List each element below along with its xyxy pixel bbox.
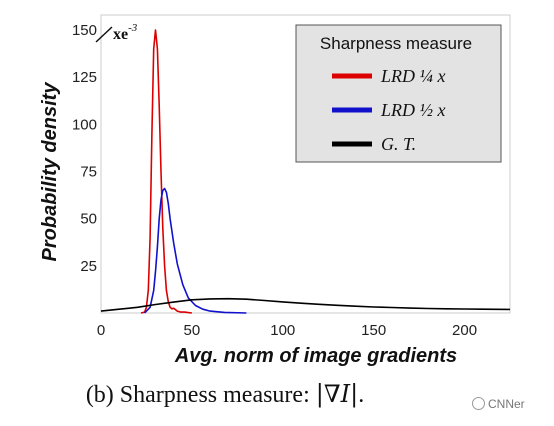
caption-abs-close: | xyxy=(350,380,359,408)
caption-abs-open: | xyxy=(315,380,324,408)
x-tick-label: 0 xyxy=(97,322,105,339)
y-tick-label: 125 xyxy=(72,69,97,86)
svg-text:xe-3: xe-3 xyxy=(113,22,138,43)
legend-label-3: G. T. xyxy=(381,134,416,154)
legend-title: Sharpness measure xyxy=(320,34,472,53)
y-tick-label: 75 xyxy=(80,164,97,181)
series-line-1 xyxy=(140,29,192,314)
plot-area xyxy=(100,14,511,314)
plot-frame xyxy=(100,14,511,314)
y-scale-note-base: xe xyxy=(113,26,128,43)
x-axis-label: Avg. norm of image gradients xyxy=(174,345,457,367)
y-scale-note: xe-3 xyxy=(95,22,138,43)
caption-var: I xyxy=(340,380,351,408)
legend-label-2: LRD ½ x xyxy=(380,100,446,120)
y-tick-label: 25 xyxy=(80,258,97,275)
caption-suffix: . xyxy=(358,382,365,408)
x-tick-label: 150 xyxy=(361,322,386,339)
watermark-text: CNNer xyxy=(488,397,525,411)
y-axis-ticks: 25 50 75 100 125 150 xyxy=(72,22,97,275)
caption-prefix: (b) Sharpness measure: xyxy=(85,382,316,408)
watermark-logo-icon xyxy=(472,397,485,410)
series-layer xyxy=(100,29,511,314)
y-tick-label: 150 xyxy=(72,22,97,39)
legend-box xyxy=(295,24,502,163)
figure-caption: (b) Sharpness measure: |∇I|. xyxy=(0,380,450,409)
caption-math: |∇I| xyxy=(316,380,358,408)
series-line-3 xyxy=(100,297,511,312)
y-axis-label: Probability density xyxy=(39,82,61,262)
series-line-2 xyxy=(144,187,247,314)
watermark: CNNer xyxy=(472,397,525,411)
legend-label-1: LRD ¼ x xyxy=(380,66,446,86)
y-tick-label: 100 xyxy=(72,116,97,133)
caption-nabla: ∇ xyxy=(323,380,341,408)
x-axis-ticks: 0 50 100 150 200 xyxy=(97,322,477,339)
legend-entries: LRD ¼ x LRD ½ x G. T. xyxy=(332,66,446,154)
y-tick-label: 50 xyxy=(80,211,97,228)
axis-break-mark xyxy=(95,26,113,43)
legend: Sharpness measure LRD ¼ x LRD ½ x G. T. xyxy=(295,24,502,163)
x-tick-label: 200 xyxy=(452,322,477,339)
y-scale-exponent: -3 xyxy=(128,22,138,34)
x-tick-label: 50 xyxy=(184,322,201,339)
x-tick-label: 100 xyxy=(270,322,295,339)
